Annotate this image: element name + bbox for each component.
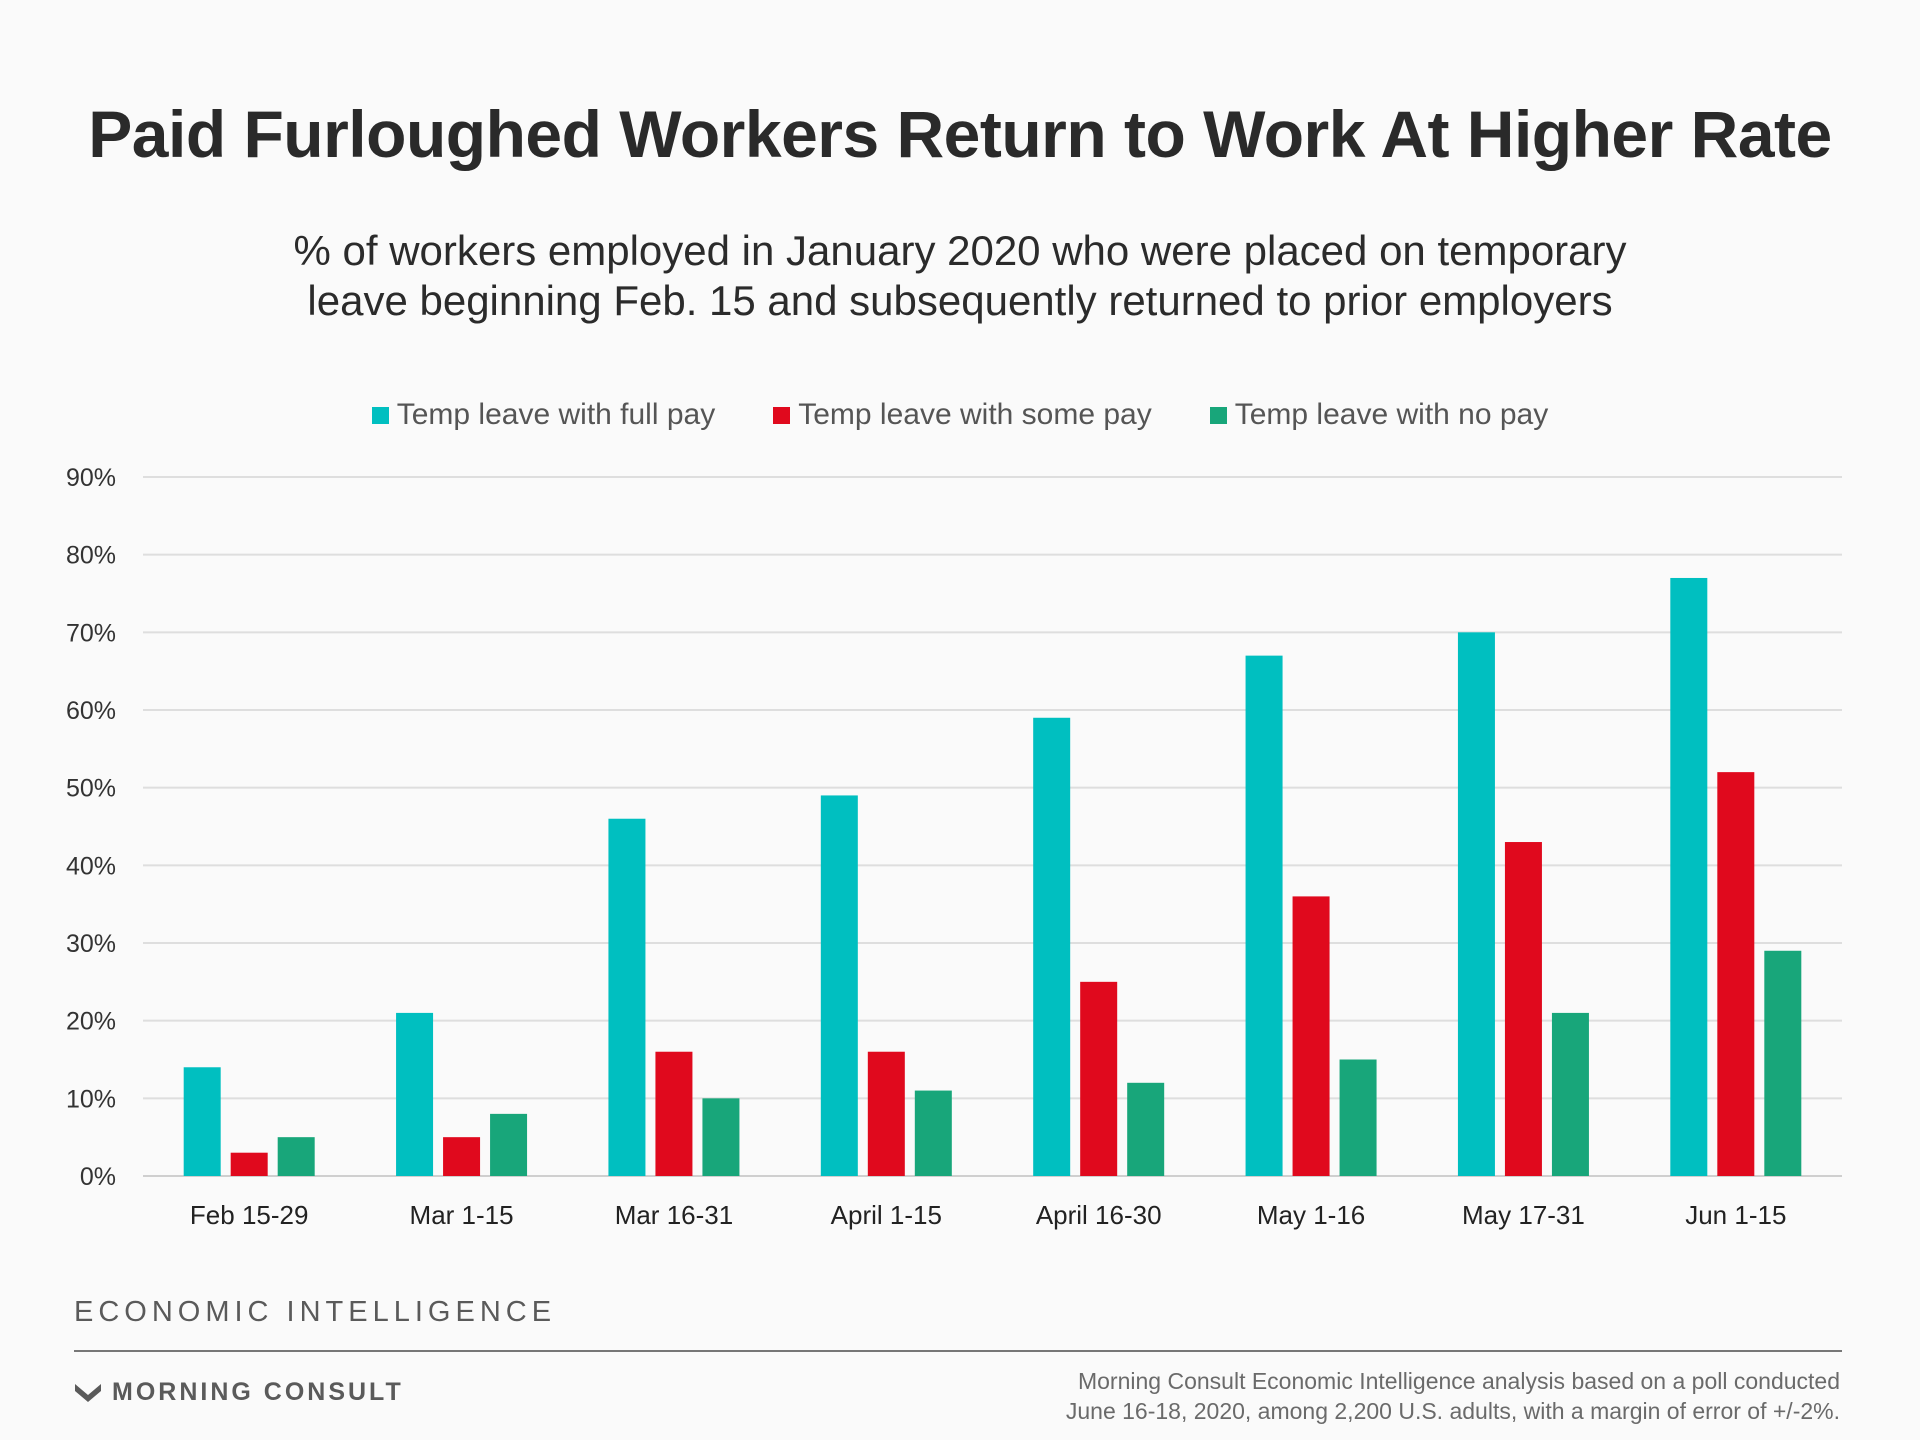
bar [1457, 632, 1495, 1176]
y-tick-label: 0% [80, 1163, 116, 1191]
x-tick-label: May 1-16 [1257, 1200, 1365, 1230]
legend-label-some-pay: Temp leave with some pay [798, 398, 1152, 431]
brand-name: MORNING CONSULT [112, 1378, 404, 1406]
legend-label-full-pay: Temp leave with full pay [396, 398, 716, 431]
y-tick-label: 60% [66, 697, 116, 725]
bar [702, 1098, 740, 1176]
legend-swatch-some-pay [773, 406, 791, 424]
y-tick-label: 20% [66, 1008, 116, 1036]
subtitle-line-1: % of workers employed in January 2020 wh… [293, 227, 1627, 274]
x-tick-label: April 1-15 [831, 1200, 942, 1230]
legend-swatch-full-pay [371, 406, 389, 424]
y-tick-label: 70% [66, 619, 116, 647]
bar [1764, 950, 1802, 1176]
x-tick-label: Mar 1-15 [410, 1200, 514, 1230]
bar [655, 1051, 693, 1176]
legend-swatch-no-pay [1209, 406, 1227, 424]
bar [1292, 896, 1330, 1176]
x-tick-label: April 16-30 [1036, 1200, 1162, 1230]
source-note: Morning Consult Economic Intelligence an… [940, 1366, 1840, 1426]
bar [183, 1067, 221, 1176]
bar [1033, 717, 1071, 1176]
morning-consult-logo-icon [75, 1383, 101, 1402]
y-tick-label: 50% [66, 775, 116, 803]
bar [277, 1137, 315, 1176]
source-line-1: Morning Consult Economic Intelligence an… [1077, 1368, 1840, 1394]
footer-divider [74, 1350, 1842, 1352]
legend-label-no-pay: Temp leave with no pay [1234, 398, 1549, 431]
chart-title: Paid Furloughed Workers Return to Work A… [88, 97, 1832, 171]
bar [443, 1137, 481, 1176]
x-tick-label: Jun 1-15 [1685, 1200, 1786, 1230]
bar [867, 1051, 905, 1176]
bar [230, 1152, 268, 1176]
y-tick-label: 40% [66, 852, 116, 880]
legend-item-full-pay: Temp leave with full pay [371, 398, 716, 432]
section-label: ECONOMIC INTELLIGENCE [74, 1296, 557, 1328]
chart-subtitle: % of workers employed in January 2020 wh… [260, 226, 1660, 326]
source-line-2: June 16-18, 2020, among 2,200 U.S. adult… [1065, 1398, 1840, 1424]
bar [1717, 772, 1755, 1176]
bar [396, 1012, 434, 1176]
subtitle-line-2: leave beginning Feb. 15 and subsequently… [307, 277, 1613, 324]
bar [1551, 1012, 1589, 1176]
y-tick-label: 10% [66, 1085, 116, 1113]
bar [1504, 842, 1542, 1176]
bar [914, 1090, 952, 1176]
y-tick-label: 80% [66, 542, 116, 570]
bar [1127, 1082, 1165, 1176]
brand-logo: MORNING CONSULT [74, 1378, 404, 1407]
x-tick-label: May 17-31 [1462, 1200, 1585, 1230]
chart-legend: Temp leave with full pay Temp leave with… [0, 398, 1920, 432]
bar [608, 818, 646, 1176]
bar [1670, 577, 1708, 1176]
bar [1080, 981, 1118, 1176]
bar [820, 795, 858, 1176]
legend-item-some-pay: Temp leave with some pay [773, 398, 1152, 432]
bar [490, 1113, 528, 1176]
bar [1339, 1059, 1377, 1176]
y-tick-label: 90% [66, 464, 116, 492]
y-tick-label: 30% [66, 930, 116, 958]
bar [1245, 655, 1283, 1176]
legend-item-no-pay: Temp leave with no pay [1209, 398, 1549, 432]
x-tick-label: Mar 16-31 [615, 1200, 734, 1230]
bar-chart: 0% 10% 20% 30% 40% 50% 60% 70% 80% 90% Feb 15-29 Ma… [66, 464, 1842, 1230]
x-tick-label: Feb 15-29 [190, 1200, 309, 1230]
